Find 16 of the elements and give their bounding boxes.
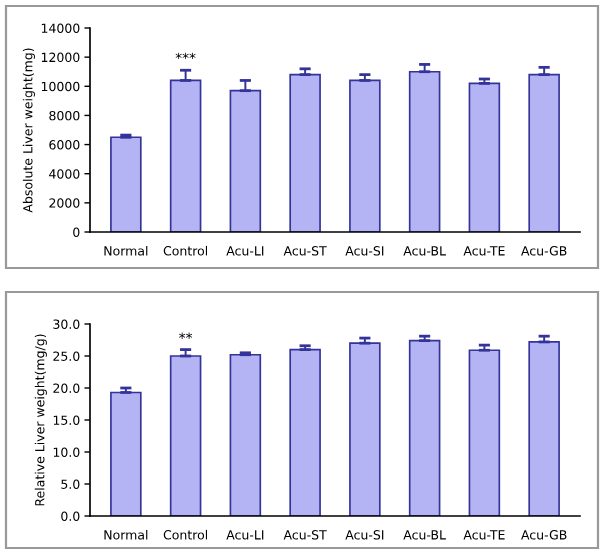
bar: [110, 391, 142, 516]
bar: [169, 79, 202, 232]
bar: [169, 355, 202, 516]
bar: [229, 89, 262, 232]
bar: [289, 348, 321, 516]
bar: [528, 73, 560, 232]
bar: [229, 353, 262, 516]
bar: [408, 70, 441, 232]
bar: [349, 79, 381, 232]
bar: [468, 349, 501, 516]
bar: [468, 82, 501, 232]
bar: [110, 136, 142, 232]
bar: [408, 339, 441, 516]
bar: [289, 73, 321, 232]
bar: [349, 342, 381, 516]
bar: [528, 341, 560, 516]
